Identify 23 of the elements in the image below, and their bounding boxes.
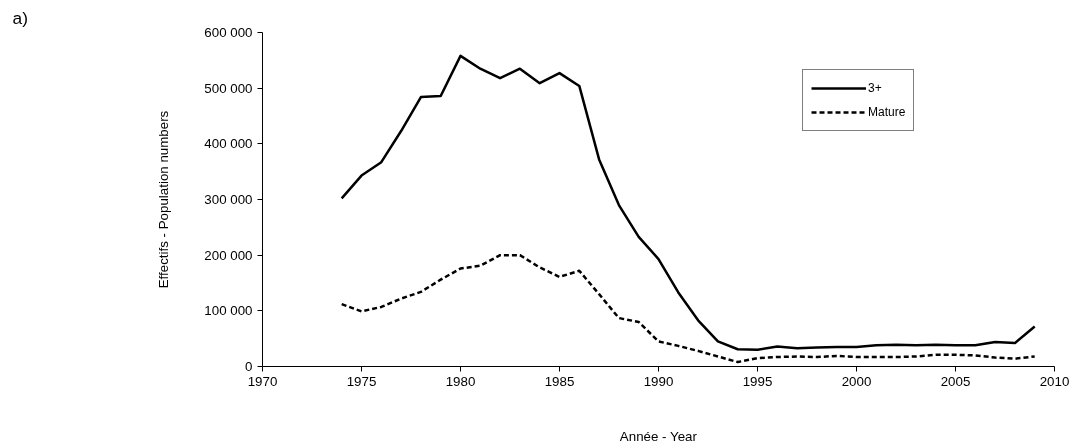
x-tick-label: 2005 (940, 373, 971, 389)
x-tick-label: 1985 (544, 373, 575, 389)
x-tick-label: 2010 (1039, 373, 1070, 389)
x-tick-label: 2000 (841, 373, 872, 389)
legend-label: 3+ (868, 81, 883, 95)
line-series (340, 253, 1036, 364)
x-tick-label: 1995 (742, 373, 773, 389)
y-tick-label: 200 000 (204, 247, 253, 263)
x-tick-label: 1980 (445, 373, 476, 389)
y-tick-label: 0 (245, 359, 253, 374)
y-tick-label: 500 000 (204, 80, 253, 96)
y-tick-label: 300 000 (204, 192, 253, 207)
x-tick-label: 1990 (643, 373, 674, 389)
x-axis-title: Année - Year (619, 428, 698, 444)
text: a) (12, 7, 28, 28)
x-tick-label: 1975 (346, 373, 377, 389)
x-tick-label: 1970 (247, 373, 278, 389)
y-tick-label: 600 000 (204, 25, 253, 40)
y-axis-title: Effectifs - Population numbers (156, 110, 172, 289)
y-tick-label: 100 000 (204, 303, 253, 319)
legend-label: Mature (868, 105, 906, 119)
y-tick-label: 400 000 (204, 136, 253, 152)
line-series (340, 54, 1036, 352)
